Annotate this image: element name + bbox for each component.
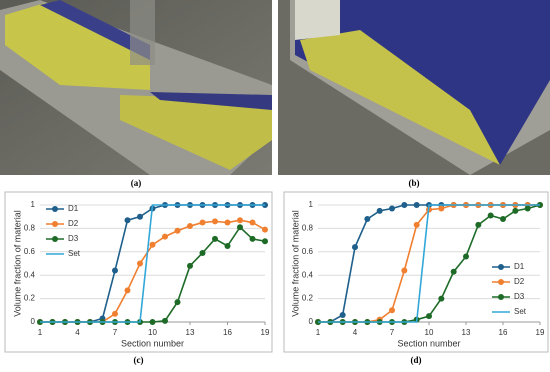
y-tick-label: 0 <box>309 317 314 326</box>
x-tick-label: 10 <box>425 328 434 337</box>
x-axis-title: Section number <box>121 338 184 348</box>
data-point <box>512 207 519 214</box>
data-point <box>413 221 420 228</box>
y-tick-label: 0.2 <box>24 294 36 303</box>
y-tick-label: 0.8 <box>302 224 314 233</box>
data-point <box>475 221 482 228</box>
data-point <box>249 219 256 226</box>
y-tick-label: 1 <box>309 200 314 209</box>
data-point <box>389 205 395 212</box>
data-point <box>112 310 118 317</box>
x-tick-label: 10 <box>148 328 157 337</box>
data-point <box>413 202 420 208</box>
data-point <box>137 260 143 267</box>
y-tick-label: 0.4 <box>24 270 36 279</box>
data-point <box>162 233 168 240</box>
y-tick-label: 0 <box>31 317 36 326</box>
data-point <box>212 235 218 242</box>
y-tick-label: 0.2 <box>302 294 314 303</box>
data-point <box>376 207 383 214</box>
data-point <box>450 268 457 275</box>
image-b <box>278 0 550 175</box>
x-tick-label: 1 <box>38 328 43 337</box>
data-point <box>187 223 193 230</box>
y-tick-label: 0.6 <box>24 247 36 256</box>
x-tick-label: 7 <box>113 328 118 337</box>
x-tick-label: 13 <box>186 328 195 337</box>
legend-label: D1 <box>514 262 525 271</box>
data-point <box>438 295 445 302</box>
data-point <box>364 216 371 223</box>
data-point <box>438 205 445 212</box>
x-tick-label: 4 <box>353 328 358 337</box>
x-tick-label: 19 <box>261 328 270 337</box>
legend-marker <box>498 279 504 285</box>
data-point <box>524 205 531 212</box>
data-point <box>149 319 156 325</box>
data-point <box>237 217 243 224</box>
x-tick-label: 4 <box>75 328 80 337</box>
legend-label: D3 <box>514 292 525 301</box>
caption: (d) <box>411 355 422 365</box>
legend-label: D3 <box>68 234 79 243</box>
data-point <box>162 317 168 324</box>
data-point <box>112 267 118 274</box>
data-point <box>463 253 469 260</box>
data-point <box>124 217 131 224</box>
legend-label: Set <box>68 249 81 258</box>
data-point <box>249 235 256 242</box>
data-point <box>212 218 218 225</box>
series-line <box>318 204 540 323</box>
caption: (a) <box>131 178 142 188</box>
data-point <box>124 287 131 294</box>
x-axis-title: Section number <box>397 338 460 348</box>
legend-marker <box>52 221 58 227</box>
data-point <box>237 224 243 231</box>
caption: (c) <box>134 355 144 365</box>
data-point <box>339 311 346 318</box>
data-point <box>199 249 206 256</box>
data-point <box>389 307 395 314</box>
y-axis-title: Volume fraction of material <box>12 210 22 317</box>
y-tick-label: 0.8 <box>24 224 36 233</box>
legend-marker <box>52 236 58 242</box>
x-tick-label: 16 <box>223 328 232 337</box>
image-a <box>0 0 272 175</box>
data-point <box>262 226 268 233</box>
series-line <box>40 204 265 323</box>
x-tick-label: 1 <box>316 328 321 337</box>
x-tick-label: 19 <box>536 328 545 337</box>
data-point <box>174 299 181 306</box>
data-point <box>187 262 193 269</box>
data-point <box>262 238 268 245</box>
data-point <box>401 202 408 208</box>
data-point <box>199 219 206 226</box>
y-tick-label: 0.4 <box>302 270 314 279</box>
x-tick-label: 13 <box>462 328 471 337</box>
data-point <box>487 212 494 219</box>
legend-label: D2 <box>68 219 79 228</box>
data-point <box>174 227 181 234</box>
legend-label: Set <box>514 307 527 316</box>
data-point <box>224 219 231 226</box>
caption: (b) <box>409 178 420 188</box>
data-point <box>224 242 231 249</box>
y-tick-label: 0.6 <box>302 247 314 256</box>
y-axis-title: Volume fraction of material <box>290 210 300 317</box>
data-point <box>500 216 506 223</box>
data-point <box>137 213 143 220</box>
legend-label: D1 <box>68 204 79 213</box>
x-tick-label: 16 <box>499 328 508 337</box>
legend-marker <box>498 264 504 270</box>
data-point <box>352 244 358 251</box>
x-tick-label: 7 <box>390 328 395 337</box>
data-point <box>149 241 156 248</box>
data-point <box>426 313 432 320</box>
y-tick-label: 1 <box>31 200 36 209</box>
legend-marker <box>498 294 504 300</box>
legend-label: D2 <box>514 277 525 286</box>
legend-marker <box>52 206 58 212</box>
data-point <box>401 267 408 274</box>
